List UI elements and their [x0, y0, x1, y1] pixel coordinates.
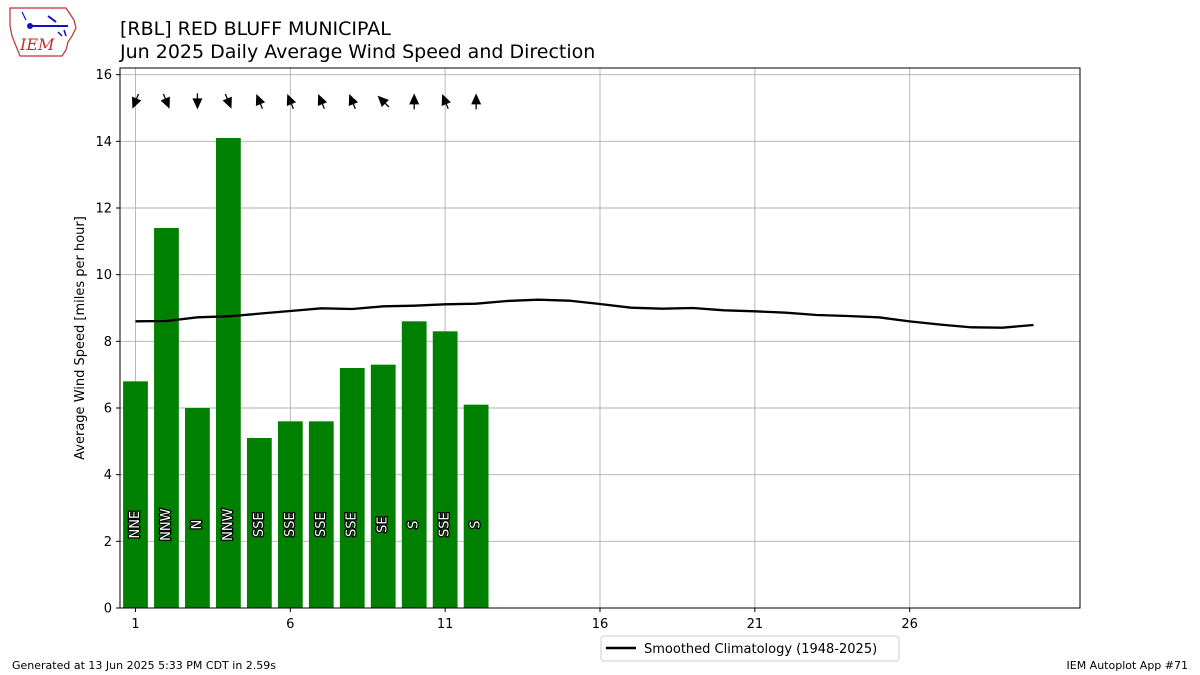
wind-arrow-head [255, 93, 266, 107]
bar-day-9 [370, 364, 396, 608]
iem-logo: IEM [8, 6, 80, 62]
bar-day-7 [308, 421, 334, 608]
direction-label-day-12: S [469, 521, 484, 529]
bar-day-10 [401, 321, 427, 608]
direction-label-day-7: SSE [314, 512, 329, 537]
footer-app: IEM Autoplot App #71 [1066, 659, 1189, 672]
direction-label-day-4: NNW [221, 508, 236, 540]
direction-label-day-10: S [407, 521, 422, 529]
bar-day-1 [123, 381, 148, 608]
bar-day-6 [277, 421, 303, 608]
bar-day-12 [463, 404, 489, 608]
bar-day-3 [185, 408, 210, 608]
wind-arrow-head [160, 96, 170, 109]
wind-arrows [132, 93, 482, 110]
wind-arrow-head [377, 95, 389, 107]
x-tick-label: 16 [592, 617, 609, 632]
direction-label-day-9: SE [376, 516, 391, 532]
legend: Smoothed Climatology (1948-2025) [600, 635, 900, 662]
wind-arrow-day-9 [377, 95, 390, 108]
bar-day-5 [246, 438, 272, 608]
logo-text: IEM [19, 35, 55, 54]
wind-arrow-head [409, 93, 420, 105]
wind-arrow-day-11 [441, 93, 451, 109]
wind-arrow-day-1 [132, 93, 142, 109]
y-tick-label: 0 [104, 602, 112, 617]
direction-label-day-3: N [190, 520, 205, 530]
legend-label: Smoothed Climatology (1948-2025) [644, 642, 877, 657]
y-axis-label: Average Wind Speed [miles per hour] [73, 216, 88, 460]
bar-day-2 [154, 228, 179, 608]
wind-arrow-day-6 [286, 93, 297, 109]
y-tick-label: 12 [95, 202, 112, 217]
legend-box [600, 635, 900, 662]
wind-arrow-day-5 [255, 93, 266, 109]
direction-label-day-1: NNE [128, 511, 143, 539]
wind-arrow-day-2 [160, 93, 170, 109]
x-tick-label: 6 [286, 617, 294, 632]
y-tick-label: 10 [95, 268, 112, 283]
y-tick-label: 8 [104, 335, 112, 350]
wind-arrow-head [317, 93, 328, 107]
direction-label-day-5: SSE [252, 512, 267, 537]
x-tick-label: 26 [901, 617, 918, 632]
y-tick-label: 2 [104, 535, 112, 550]
direction-label-day-11: SSE [438, 512, 453, 537]
direction-label-day-2: NNW [159, 508, 174, 540]
x-tick-label: 1 [131, 617, 139, 632]
wind-arrow-day-8 [348, 93, 359, 109]
y-tick-label: 6 [104, 402, 112, 417]
x-tick-label: 21 [747, 617, 764, 632]
wind-arrow-day-10 [409, 93, 420, 110]
x-tick-label: 11 [437, 617, 454, 632]
wind-arrow-head [192, 98, 203, 110]
footer-generated: Generated at 13 Jun 2025 5:33 PM CDT in … [12, 659, 277, 672]
bar-day-4 [216, 138, 241, 608]
climatology-line [135, 298, 1034, 329]
bar-day-11 [432, 331, 458, 608]
wind-arrow-head [132, 96, 142, 109]
wind-arrow-head [222, 96, 232, 109]
direction-label-day-8: SSE [345, 512, 360, 537]
direction-label-day-6: SSE [283, 512, 298, 537]
bars [123, 138, 489, 608]
wind-arrow-head [471, 93, 482, 105]
y-tick-label: 4 [104, 468, 112, 483]
wind-arrow-day-12 [471, 93, 482, 110]
bar-day-8 [339, 368, 365, 608]
wind-arrow-head [286, 93, 297, 107]
y-tick-label: 16 [95, 68, 112, 83]
wind-arrow-head [348, 93, 359, 107]
wind-arrow-head [441, 93, 451, 107]
wind-arrow-day-7 [317, 93, 328, 109]
chart-title-line2: Jun 2025 Daily Average Wind Speed and Di… [120, 41, 596, 63]
y-tick-label: 14 [95, 135, 112, 150]
climatology-layer [135, 298, 1034, 329]
wind-arrow-day-3 [192, 93, 203, 110]
wind-arrow-day-4 [222, 93, 232, 109]
direction-labels: NNE NNW N NNW SSE SSE SSE SSE SE S SSE S [127, 507, 485, 542]
chart-title-line1: [RBL] RED BLUFF MUNICIPAL [120, 18, 391, 40]
